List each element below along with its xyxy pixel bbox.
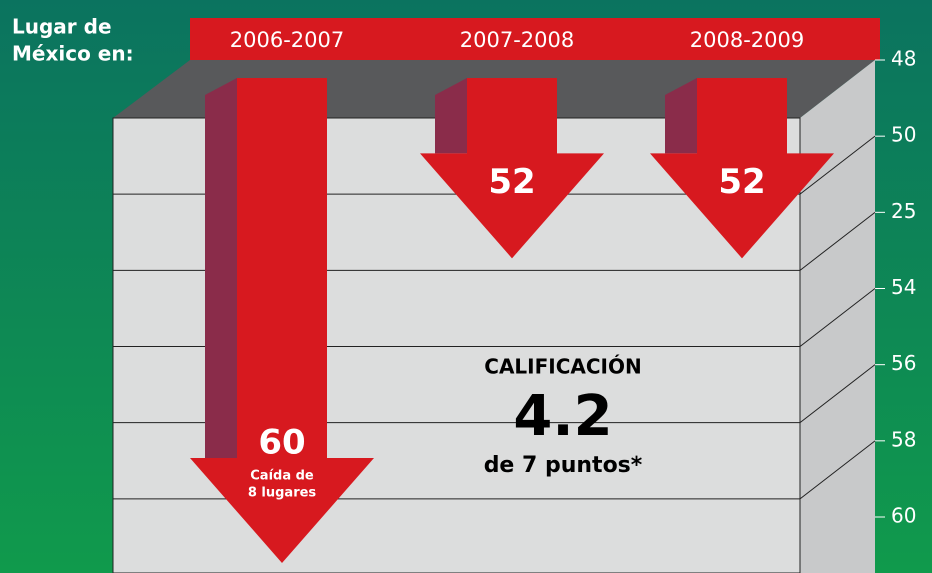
- y-tick-label: 58: [891, 427, 916, 451]
- score-title: CALIFICACIÓN: [484, 355, 641, 379]
- arrow-annotation: 8 lugares: [248, 486, 317, 501]
- y-tick-label: 60: [891, 504, 916, 528]
- x-tick-label: 2007-2008: [460, 28, 574, 52]
- header-line: Lugar de: [12, 15, 112, 39]
- box-side: [800, 60, 875, 573]
- y-tick-label: 56: [891, 351, 916, 375]
- x-tick-label: 2006-2007: [230, 28, 344, 52]
- x-tick-label: 2008-2009: [690, 28, 804, 52]
- value-label: 52: [718, 162, 765, 202]
- value-label: 52: [488, 162, 535, 202]
- y-tick-label: 50: [891, 123, 916, 147]
- chart: Lugar de México en: 48 50 25 54 56 58 60 2006-…: [0, 0, 932, 573]
- arrow-annotation: Caída de: [250, 469, 314, 484]
- arrow-side: [205, 78, 237, 458]
- header-line: México en:: [12, 42, 134, 66]
- y-tick-label: 48: [891, 47, 916, 71]
- y-tick-label: 54: [891, 275, 916, 299]
- score-caption: de 7 puntos*: [484, 453, 643, 478]
- score-value: 4.2: [513, 384, 612, 449]
- value-label: 60: [258, 423, 305, 463]
- y-tick-label: 25: [891, 199, 916, 223]
